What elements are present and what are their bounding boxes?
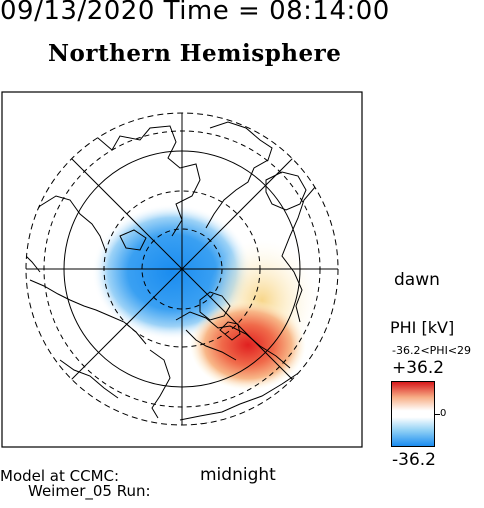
midnight-label: midnight [200,465,276,485]
map-frame [1,91,363,448]
colorbar-min-label: -36.2 [392,450,436,470]
model-label: Model at CCMC: [0,467,120,485]
dawn-label: dawn [394,270,440,290]
hemisphere-title: Northern Hemisphere [48,40,342,67]
timestamp-title: 09/13/2020 Time = 08:14:00 [0,0,390,26]
colorbar [391,381,435,447]
colorbar-title: PHI [kV] [390,318,455,337]
run-label: Weimer_05 Run: [28,482,151,500]
coordinate-grid [26,113,338,425]
colorbar-range: -36.2<PHI<29 [392,344,472,357]
colorbar-zero-label: 0 [440,408,447,419]
latitude-circle-outer [25,112,339,426]
colorbar-zero-tick [435,414,440,415]
colorbar-max-label: +36.2 [392,358,445,378]
positive-potential-cell [190,300,306,390]
